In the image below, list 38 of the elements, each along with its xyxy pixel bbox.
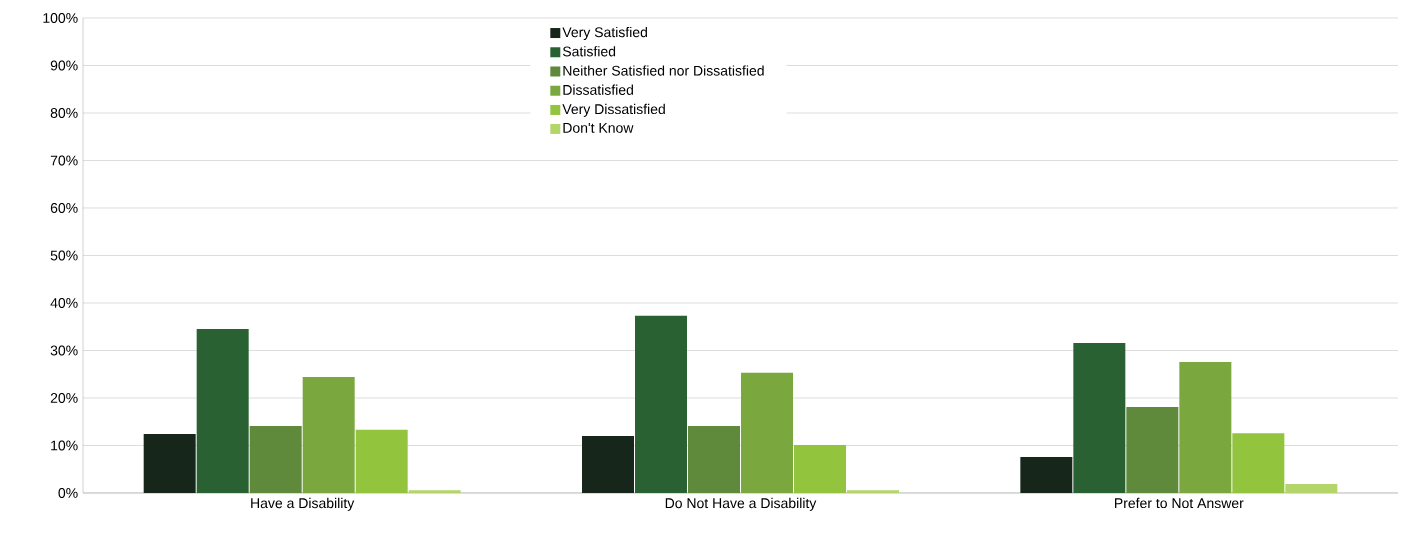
y-tick-label: 80% [50, 108, 78, 118]
y-tick-label: 20% [50, 393, 78, 403]
bar [249, 426, 302, 493]
y-tick-label: 40% [50, 298, 78, 308]
legend-label: Very Dissatisfied [562, 103, 665, 117]
bar [847, 490, 900, 493]
legend-label: Don't Know [563, 123, 634, 133]
legend-label: Satisfied [562, 46, 616, 57]
y-tick-label: 70% [50, 155, 78, 166]
y-tick-label: 50% [50, 250, 78, 261]
bar [1020, 456, 1073, 493]
bar [741, 372, 794, 493]
bar [143, 434, 196, 493]
x-tick-label: Do Not Have a Disability [665, 497, 817, 511]
bar [635, 315, 688, 493]
bar [1073, 342, 1126, 493]
y-tick-label: 30% [50, 345, 78, 356]
y-tick-label: 0% [58, 488, 78, 498]
bar [1179, 361, 1232, 493]
y-tick-label: 90% [50, 60, 78, 71]
x-tick-label: Have a Disability [251, 497, 355, 511]
legend-label: Neither Satisfied nor Dissatisfied [563, 65, 764, 76]
bar [1232, 433, 1285, 493]
y-tick-label: 60% [50, 203, 78, 213]
bar [1126, 407, 1179, 493]
bar [196, 329, 249, 493]
x-tick-label: Prefer to Not Answer [1115, 497, 1244, 509]
legend-label: Dissatisfied [563, 84, 633, 95]
y-tick-label: 10% [51, 440, 78, 451]
bar [302, 377, 355, 493]
bar [794, 445, 847, 493]
legend-label: Very Satisfied [562, 26, 647, 40]
bar [582, 435, 635, 493]
bar [1285, 483, 1338, 493]
bar [408, 490, 461, 493]
bar [688, 426, 741, 493]
bar [355, 429, 408, 493]
y-tick-label: 100% [43, 13, 78, 23]
